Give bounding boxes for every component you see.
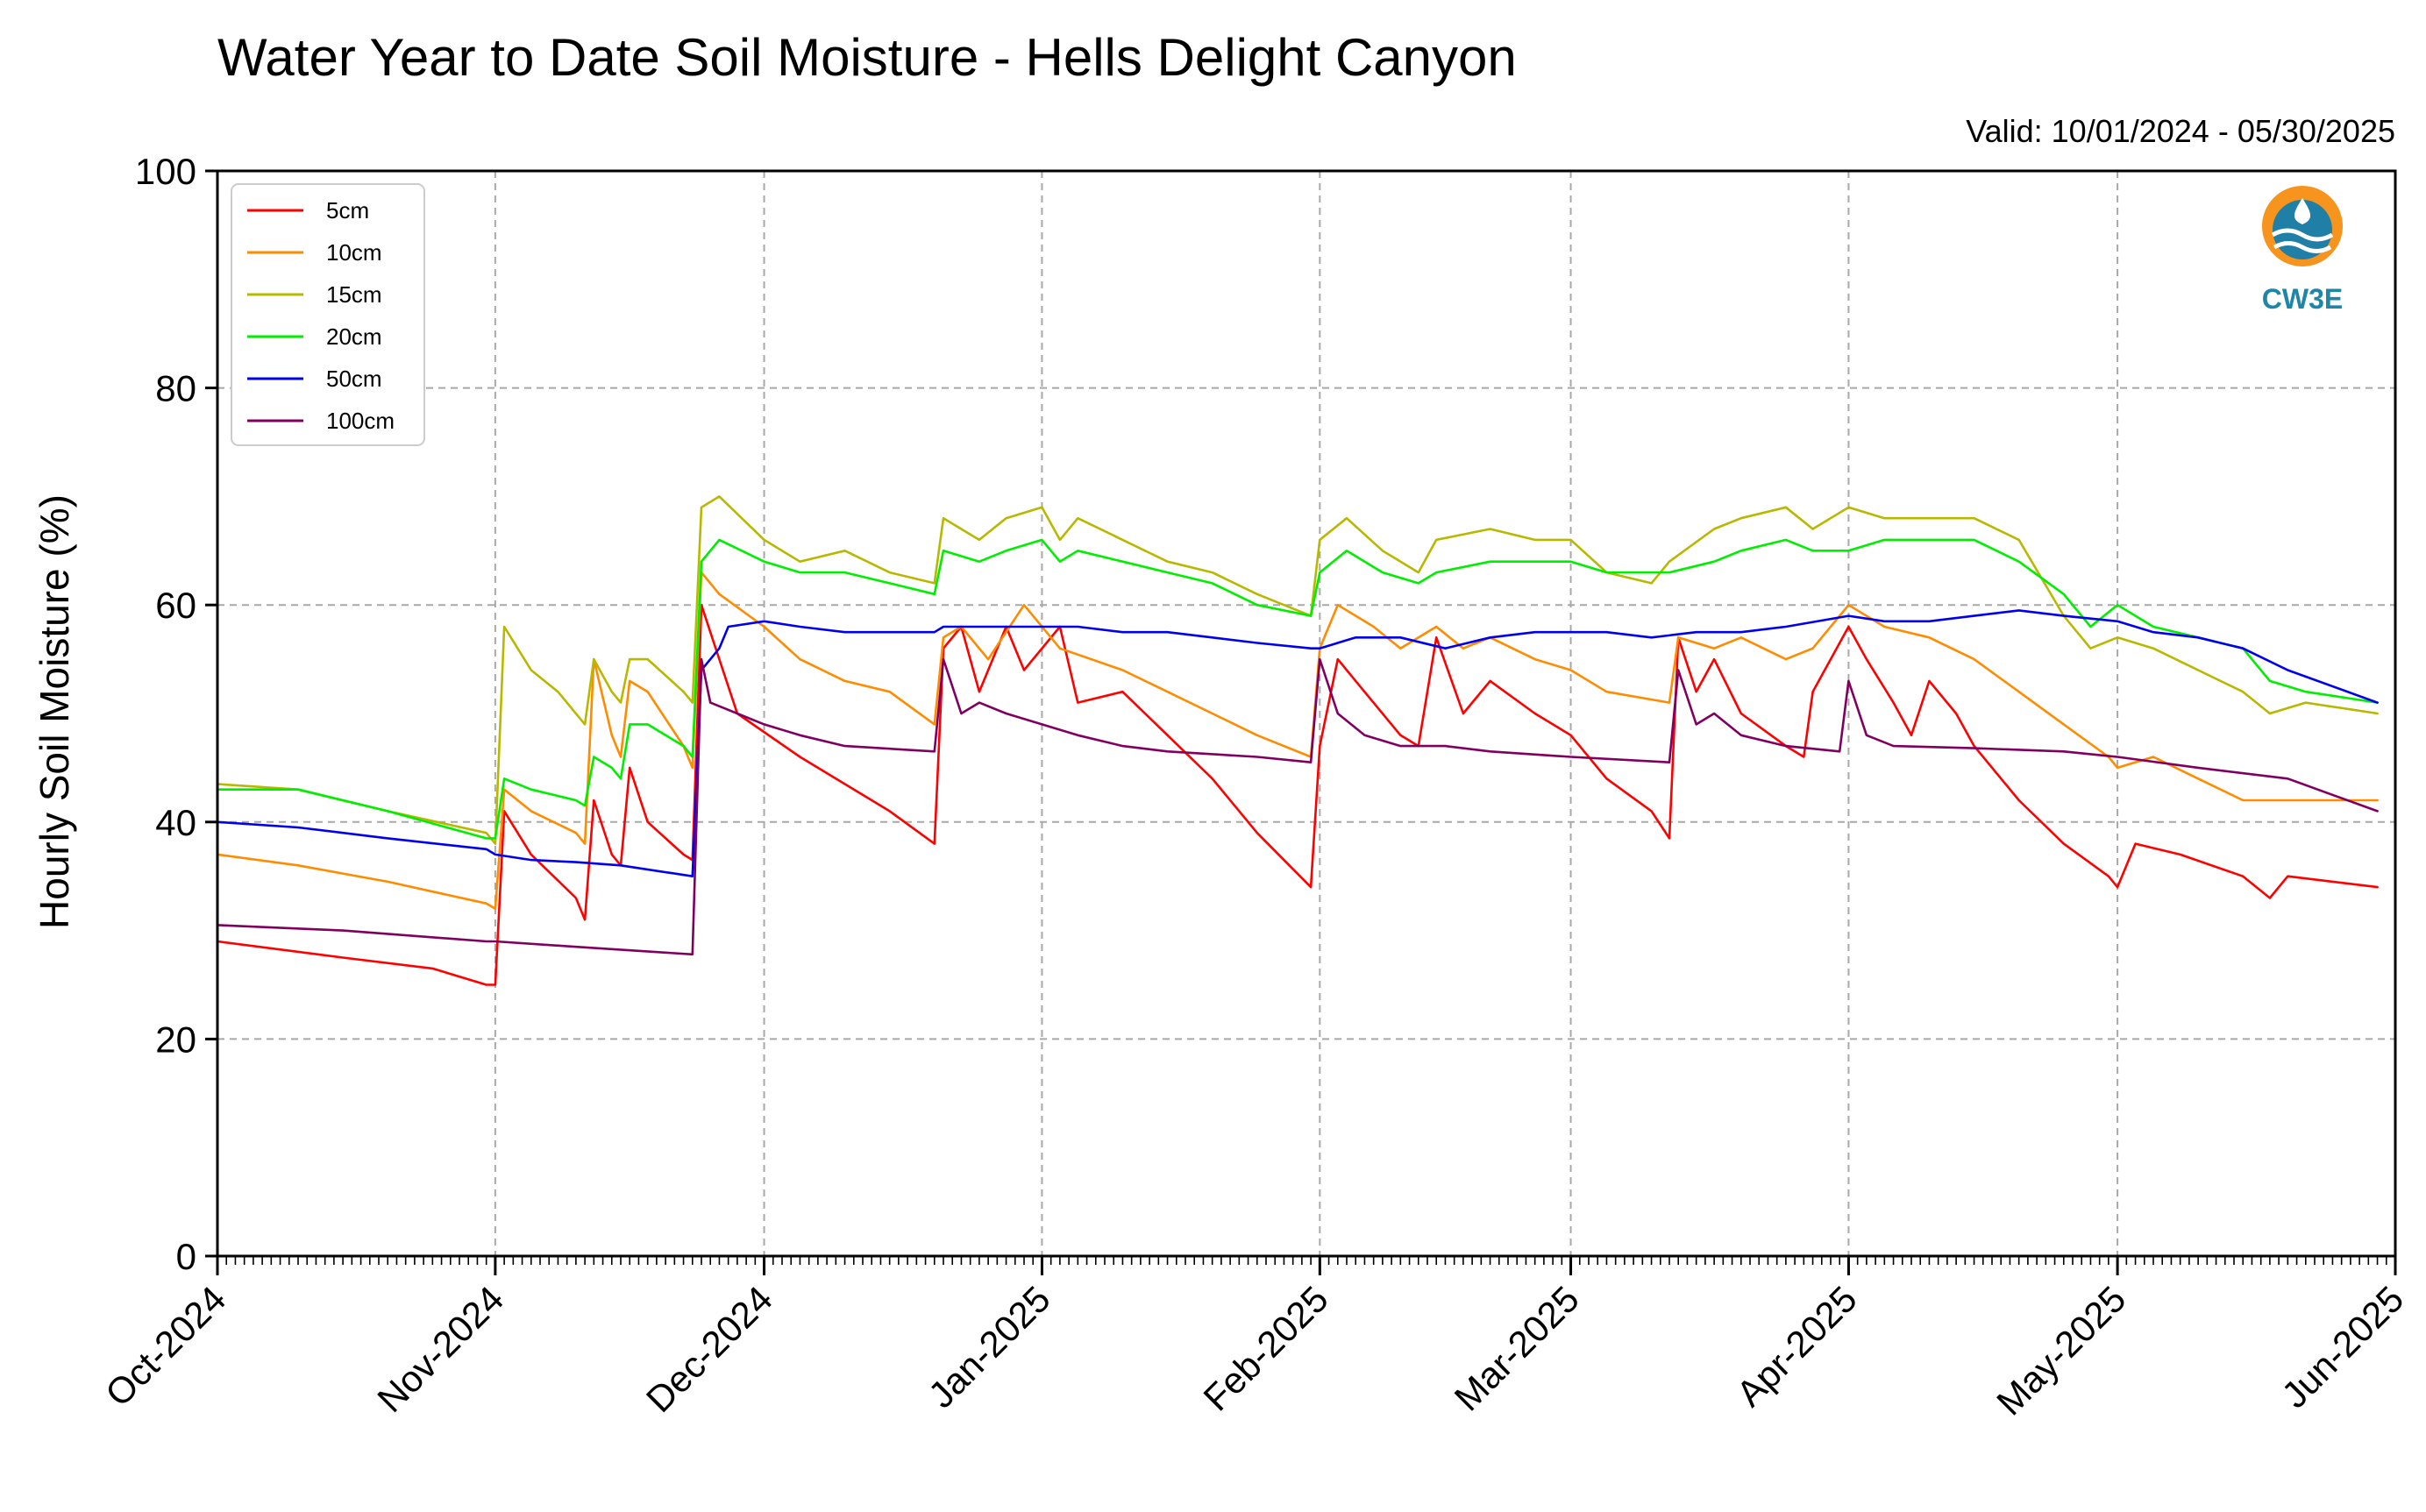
logo-wave-icon-2 bbox=[2273, 241, 2332, 253]
y-tick-label: 60 bbox=[155, 585, 196, 626]
grid-lines bbox=[217, 171, 2395, 1256]
legend: 5cm 10cm 15cm 20cm 50cm 100cm bbox=[231, 183, 425, 446]
y-tick-label: 100 bbox=[135, 151, 196, 192]
logo-wave-icon bbox=[2271, 228, 2334, 242]
y-tick-label: 80 bbox=[155, 368, 196, 409]
legend-label-100cm: 100cm bbox=[326, 408, 395, 434]
logo-drop-icon bbox=[2294, 198, 2311, 224]
cw3e-logo: CW3E bbox=[2262, 186, 2343, 315]
legend-label-10cm: 10cm bbox=[326, 239, 382, 266]
legend-label-20cm: 20cm bbox=[326, 323, 382, 350]
series-line-15cm bbox=[216, 495, 2379, 845]
series-line-10cm bbox=[216, 571, 2379, 911]
chart-subtitle: Valid: 10/01/2024 - 05/30/2025 bbox=[1966, 113, 2395, 149]
legend-label-15cm: 15cm bbox=[326, 281, 382, 308]
series-line-50cm bbox=[216, 609, 2379, 877]
chart-title: Water Year to Date Soil Moisture - Hells… bbox=[217, 28, 1517, 87]
series-lines bbox=[216, 495, 2379, 986]
series-line-20cm bbox=[216, 538, 2379, 840]
y-tick-label: 0 bbox=[176, 1236, 196, 1277]
y-axis-label: Hourly Soil Moisture (%) bbox=[32, 494, 77, 929]
y-tick-label: 40 bbox=[155, 802, 196, 843]
series-line-100cm bbox=[216, 657, 2379, 956]
legend-label-5cm: 5cm bbox=[326, 197, 369, 224]
series-line-5cm bbox=[216, 603, 2379, 986]
logo-text: CW3E bbox=[2262, 283, 2343, 315]
plot-frame bbox=[216, 169, 2397, 1258]
legend-label-50cm: 50cm bbox=[326, 366, 382, 392]
y-tick-label: 20 bbox=[155, 1019, 196, 1060]
